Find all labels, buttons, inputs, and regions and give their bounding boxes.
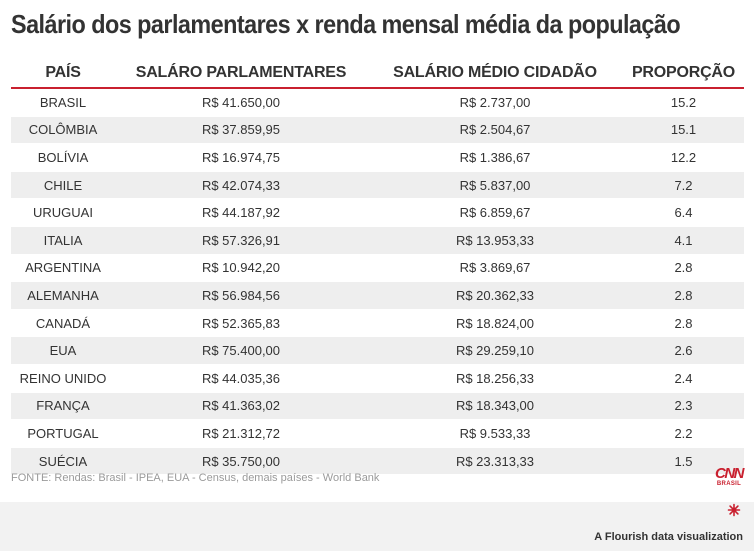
flourish-credit-link[interactable]: A Flourish data visualization	[594, 531, 743, 543]
cell-country: ITALIA	[11, 226, 115, 255]
table-row: BRASIL R$ 41.650,00 R$ 2.737,00 15.2	[11, 88, 744, 117]
cell-ratio: 2.4	[623, 364, 744, 393]
cell-country: BOLÍVIA	[11, 143, 115, 172]
flourish-icon	[727, 503, 741, 517]
logo-sub: BRASIL	[716, 481, 742, 487]
table-row: ALEMANHA R$ 56.984,56 R$ 20.362,33 2.8	[11, 281, 744, 310]
logo-mark: CNN	[715, 465, 745, 482]
cell-parliament-salary: R$ 21.312,72	[115, 419, 367, 448]
cell-parliament-salary: R$ 37.859,95	[115, 116, 367, 145]
cell-citizen-salary: R$ 29.259,10	[367, 336, 623, 365]
cell-country: COLÔMBIA	[11, 116, 115, 145]
table-row: BOLÍVIA R$ 16.974,75 R$ 1.386,67 12.2	[11, 143, 744, 172]
cell-ratio: 6.4	[623, 198, 744, 227]
cell-ratio: 15.1	[623, 116, 744, 145]
cell-citizen-salary: R$ 9.533,33	[367, 419, 623, 448]
cell-ratio: 2.8	[623, 281, 744, 310]
cell-parliament-salary: R$ 52.365,83	[115, 309, 367, 338]
table-row: URUGUAI R$ 44.187,92 R$ 6.859,67 6.4	[11, 198, 744, 227]
cell-country: ARGENTINA	[11, 254, 115, 283]
cell-parliament-salary: R$ 44.187,92	[115, 198, 367, 227]
cell-parliament-salary: R$ 75.400,00	[115, 336, 367, 365]
cell-ratio: 2.8	[623, 254, 744, 283]
table-body: BRASIL R$ 41.650,00 R$ 2.737,00 15.2 COLÔMBI…	[11, 88, 744, 476]
cell-ratio: 1.5	[623, 447, 744, 476]
cell-ratio: 15.2	[623, 88, 744, 117]
cell-ratio: 2.2	[623, 419, 744, 448]
cell-citizen-salary: R$ 13.953,33	[367, 226, 623, 255]
cell-country: CHILE	[11, 171, 115, 200]
cell-citizen-salary: R$ 20.362,33	[367, 281, 623, 310]
cell-parliament-salary: R$ 41.650,00	[115, 88, 367, 117]
footer-bar	[0, 502, 754, 551]
cell-country: CANADÁ	[11, 309, 115, 338]
table-row: PORTUGAL R$ 21.312,72 R$ 9.533,33 2.2	[11, 419, 744, 448]
cell-parliament-salary: R$ 41.363,02	[115, 392, 367, 421]
cell-country: ALEMANHA	[11, 281, 115, 310]
cell-citizen-salary: R$ 2.504,67	[367, 116, 623, 145]
cell-citizen-salary: R$ 6.859,67	[367, 198, 623, 227]
cell-parliament-salary: R$ 56.984,56	[115, 281, 367, 310]
cell-citizen-salary: R$ 1.386,67	[367, 143, 623, 172]
table-row: CANADÁ R$ 52.365,83 R$ 18.824,00 2.8	[11, 309, 744, 338]
column-header-ratio[interactable]: PROPORÇÃO	[623, 58, 744, 89]
cell-country: EUA	[11, 336, 115, 365]
cell-citizen-salary: R$ 18.343,00	[367, 392, 623, 421]
table-row: ITALIA R$ 57.326,91 R$ 13.953,33 4.1	[11, 226, 744, 255]
cell-ratio: 4.1	[623, 226, 744, 255]
column-header-citizen-salary[interactable]: SALÁRIO MÉDIO CIDADÃO	[367, 58, 623, 89]
table-row: REINO UNIDO R$ 44.035,36 R$ 18.256,33 2.4	[11, 364, 744, 393]
data-table: PAÍS SALÁRO PARLAMENTARES SALÁRIO MÉDIO …	[11, 58, 744, 476]
cell-ratio: 2.6	[623, 336, 744, 365]
cnn-brasil-logo: CNN BRASIL	[712, 466, 746, 488]
cell-country: REINO UNIDO	[11, 364, 115, 393]
cell-country: URUGUAI	[11, 198, 115, 227]
cell-country: FRANÇA	[11, 392, 115, 421]
cell-ratio: 7.2	[623, 171, 744, 200]
table-row: ARGENTINA R$ 10.942,20 R$ 3.869,67 2.8	[11, 254, 744, 283]
cell-citizen-salary: R$ 23.313,33	[367, 447, 623, 476]
cell-citizen-salary: R$ 18.824,00	[367, 309, 623, 338]
table-row: CHILE R$ 42.074,33 R$ 5.837,00 7.2	[11, 171, 744, 200]
column-header-country[interactable]: PAÍS	[11, 58, 115, 89]
page-title: Salário dos parlamentares x renda mensal…	[11, 9, 681, 39]
table-row: COLÔMBIA R$ 37.859,95 R$ 2.504,67 15.1	[11, 116, 744, 145]
cell-ratio: 2.8	[623, 309, 744, 338]
cell-country: BRASIL	[11, 88, 115, 117]
header-row: PAÍS SALÁRO PARLAMENTARES SALÁRIO MÉDIO …	[11, 58, 744, 89]
cell-citizen-salary: R$ 5.837,00	[367, 171, 623, 200]
cell-citizen-salary: R$ 3.869,67	[367, 254, 623, 283]
cell-country: PORTUGAL	[11, 419, 115, 448]
cell-ratio: 2.3	[623, 392, 744, 421]
cell-parliament-salary: R$ 10.942,20	[115, 254, 367, 283]
table-row: EUA R$ 75.400,00 R$ 29.259,10 2.6	[11, 336, 744, 365]
cell-parliament-salary: R$ 16.974,75	[115, 143, 367, 172]
column-header-parliament-salary[interactable]: SALÁRO PARLAMENTARES	[115, 58, 367, 89]
cell-parliament-salary: R$ 35.750,00	[115, 447, 367, 476]
cell-citizen-salary: R$ 18.256,33	[367, 364, 623, 393]
table-row: SUÉCIA R$ 35.750,00 R$ 23.313,33 1.5	[11, 447, 744, 476]
cell-ratio: 12.2	[623, 143, 744, 172]
table-row: FRANÇA R$ 41.363,02 R$ 18.343,00 2.3	[11, 392, 744, 421]
cell-citizen-salary: R$ 2.737,00	[367, 88, 623, 117]
source-note: FONTE: Rendas: Brasil - IPEA, EUA - Cens…	[11, 472, 380, 484]
cell-country: SUÉCIA	[11, 447, 115, 476]
cell-parliament-salary: R$ 57.326,91	[115, 226, 367, 255]
cell-parliament-salary: R$ 44.035,36	[115, 364, 367, 393]
cell-parliament-salary: R$ 42.074,33	[115, 171, 367, 200]
